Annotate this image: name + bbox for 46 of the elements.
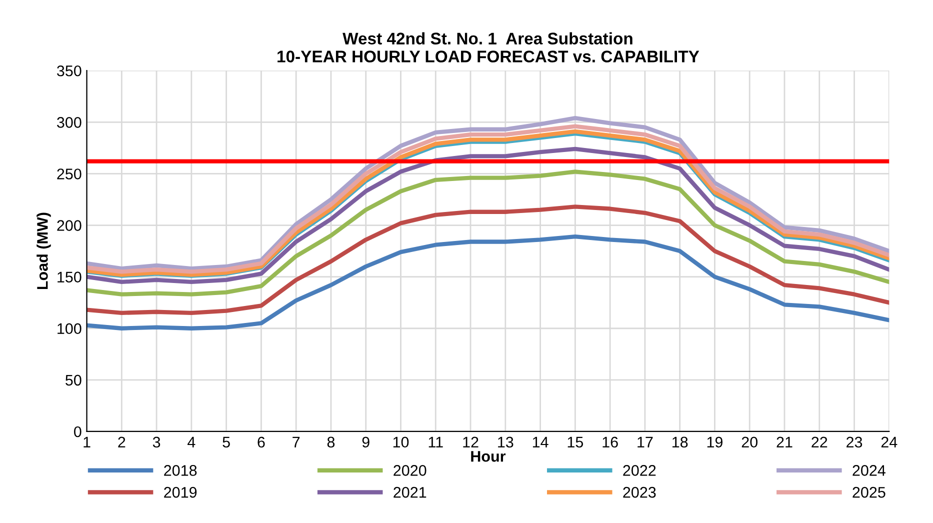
y-tick-label: 250 xyxy=(57,168,82,180)
line-series xyxy=(86,234,890,330)
x-tick-label: 13 xyxy=(498,436,514,448)
x-tick-label: 22 xyxy=(812,436,828,448)
y-tick-label: 0 xyxy=(74,426,82,438)
x-tick-label: 19 xyxy=(707,436,722,448)
y-tick-label: 150 xyxy=(58,272,82,283)
x-tick-label: 15 xyxy=(568,436,584,448)
x-axis-title: Hour xyxy=(471,451,506,462)
x-tick-label: 21 xyxy=(776,436,792,448)
y-tick-label: 200 xyxy=(57,220,82,231)
line-series xyxy=(86,170,890,296)
legend-label: 2022 xyxy=(623,465,656,476)
x-tick-label: 16 xyxy=(602,436,618,448)
x-tick-label: 8 xyxy=(327,436,335,448)
x-tick-label: 3 xyxy=(152,436,160,448)
x-tick-label: 9 xyxy=(362,436,370,448)
x-tick-label: 4 xyxy=(188,436,196,448)
x-tick-label: 11 xyxy=(428,436,443,448)
x-tick-label: 17 xyxy=(638,436,653,448)
legend-label: 2025 xyxy=(852,486,886,498)
y-tick-label: 100 xyxy=(58,323,82,334)
x-tick-label: 24 xyxy=(881,436,898,448)
legend-label: 2019 xyxy=(164,486,197,498)
legend-label: 2023 xyxy=(623,486,656,498)
y-tick-label: 300 xyxy=(57,117,82,128)
x-tick-label: 6 xyxy=(258,436,265,448)
x-tick-label: 12 xyxy=(463,436,478,448)
y-axis-title: Load (MW) xyxy=(36,212,51,290)
x-tick-label: 14 xyxy=(532,436,548,448)
x-tick-label: 10 xyxy=(393,436,409,448)
x-tick-label: 2 xyxy=(118,436,126,448)
legend-label: 2018 xyxy=(164,465,197,476)
y-tick-label: 50 xyxy=(66,374,82,386)
x-tick-label: 7 xyxy=(292,436,300,448)
x-tick-label: 18 xyxy=(672,436,688,448)
legend-label: 2024 xyxy=(852,465,886,476)
legend-label: 2021 xyxy=(394,486,426,498)
line-series xyxy=(86,204,890,315)
x-tick-label: 1 xyxy=(84,436,90,448)
x-tick-label: 5 xyxy=(222,436,230,448)
legend-label: 2020 xyxy=(394,465,426,476)
x-tick-label: 20 xyxy=(742,436,758,448)
chart-title: West 42nd St. No. 1 Area Substation 10-YEAR HOURLY LOAD FORECAST vs. CAPABILITY xyxy=(278,32,700,62)
x-tick-label: 23 xyxy=(846,436,862,448)
y-tick-label: 350 xyxy=(57,65,82,76)
